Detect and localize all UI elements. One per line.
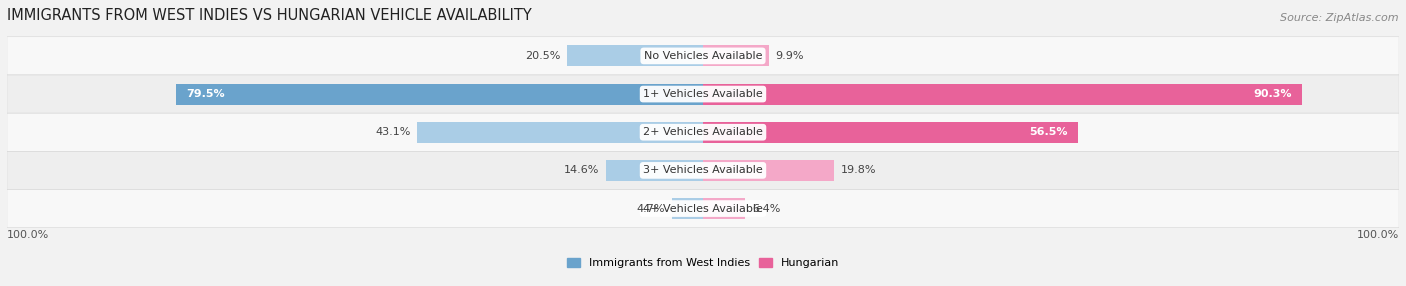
Bar: [176, 84, 703, 105]
Text: 19.8%: 19.8%: [841, 165, 876, 175]
Bar: [703, 160, 834, 181]
Text: 6.4%: 6.4%: [752, 204, 780, 214]
Text: 100.0%: 100.0%: [1357, 230, 1399, 240]
Text: No Vehicles Available: No Vehicles Available: [644, 51, 762, 61]
Text: 79.5%: 79.5%: [186, 89, 225, 99]
Text: 14.6%: 14.6%: [564, 165, 599, 175]
Text: 1+ Vehicles Available: 1+ Vehicles Available: [643, 89, 763, 99]
FancyBboxPatch shape: [7, 190, 1399, 228]
Bar: [703, 122, 1077, 143]
Text: 56.5%: 56.5%: [1029, 127, 1067, 137]
FancyBboxPatch shape: [7, 113, 1399, 151]
Legend: Immigrants from West Indies, Hungarian: Immigrants from West Indies, Hungarian: [562, 253, 844, 273]
Text: 4+ Vehicles Available: 4+ Vehicles Available: [643, 204, 763, 214]
Text: 3+ Vehicles Available: 3+ Vehicles Available: [643, 165, 763, 175]
Bar: [567, 45, 703, 66]
Bar: [703, 198, 745, 219]
Bar: [703, 45, 769, 66]
Bar: [703, 84, 1302, 105]
FancyBboxPatch shape: [7, 151, 1399, 190]
Bar: [672, 198, 703, 219]
Bar: [606, 160, 703, 181]
FancyBboxPatch shape: [7, 37, 1399, 75]
Text: 43.1%: 43.1%: [375, 127, 411, 137]
Bar: [418, 122, 703, 143]
Text: IMMIGRANTS FROM WEST INDIES VS HUNGARIAN VEHICLE AVAILABILITY: IMMIGRANTS FROM WEST INDIES VS HUNGARIAN…: [7, 9, 531, 23]
Text: 90.3%: 90.3%: [1253, 89, 1292, 99]
Text: 2+ Vehicles Available: 2+ Vehicles Available: [643, 127, 763, 137]
Text: 100.0%: 100.0%: [7, 230, 49, 240]
FancyBboxPatch shape: [7, 75, 1399, 113]
Text: 20.5%: 20.5%: [524, 51, 561, 61]
Text: 4.7%: 4.7%: [637, 204, 665, 214]
Text: Source: ZipAtlas.com: Source: ZipAtlas.com: [1281, 13, 1399, 23]
Text: 9.9%: 9.9%: [775, 51, 804, 61]
